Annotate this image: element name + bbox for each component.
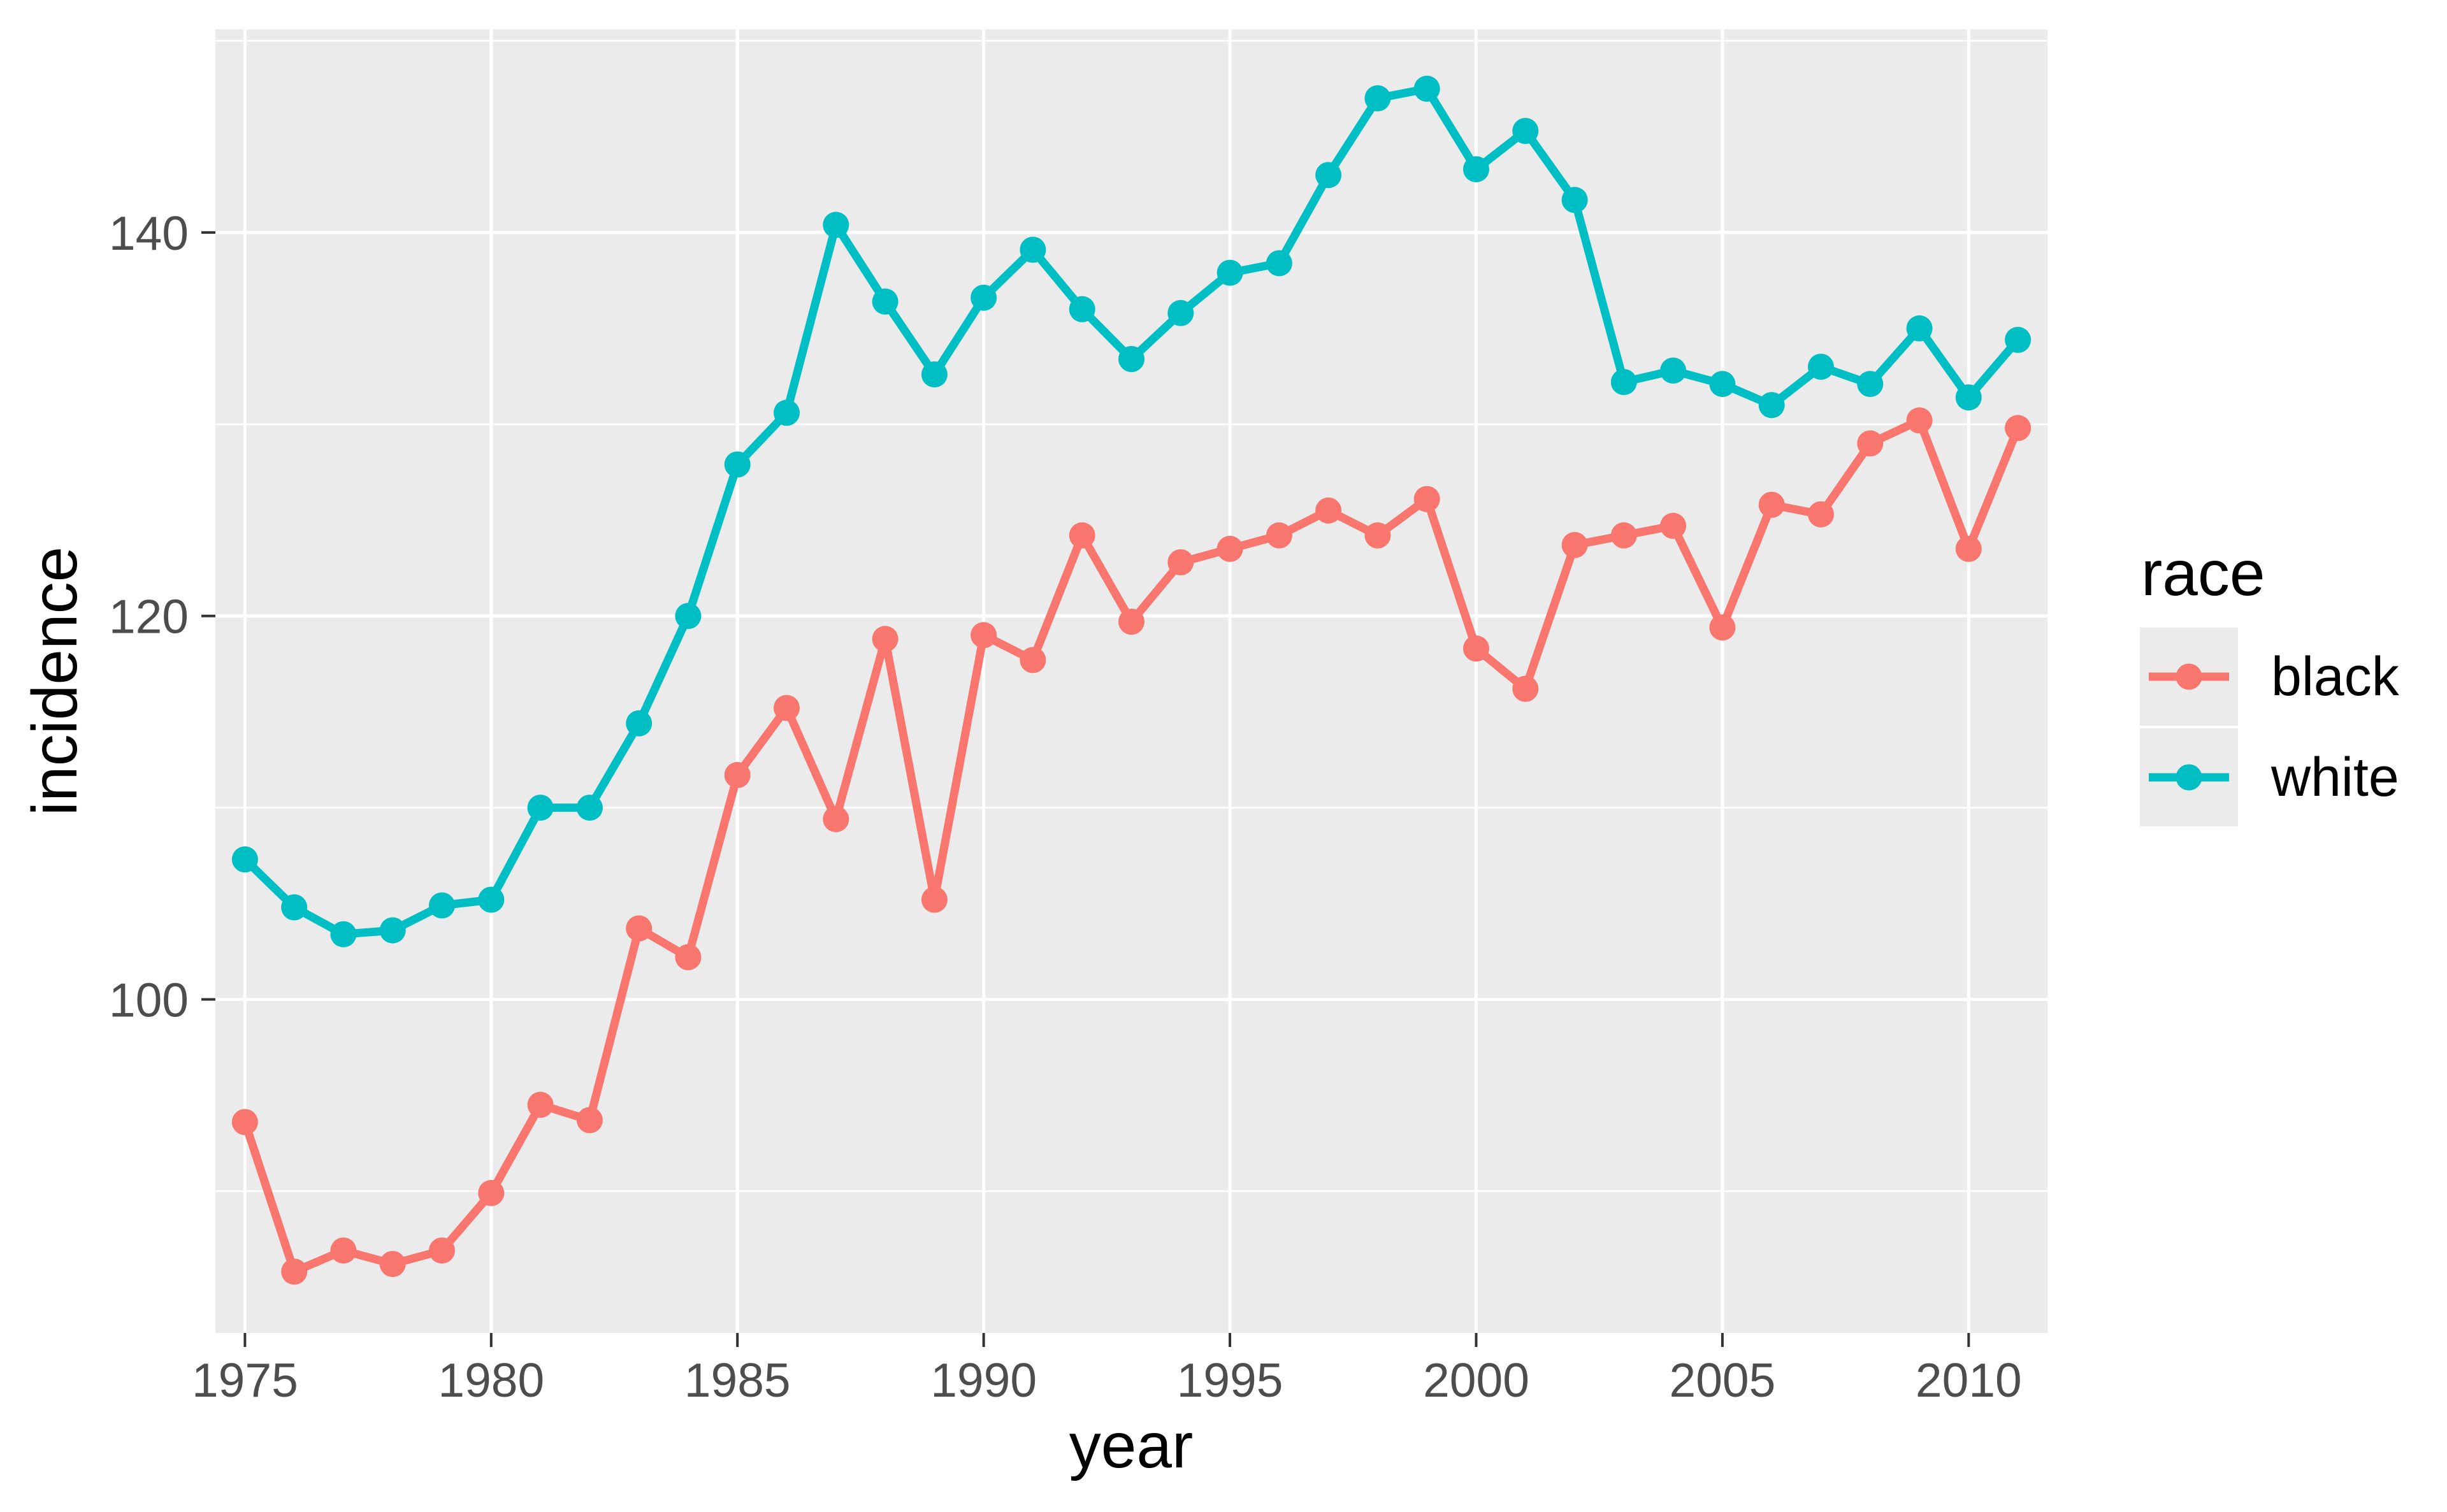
data-point [1610,369,1637,396]
x-tick-label: 1975 [192,1353,298,1407]
x-tick-label: 1995 [1177,1353,1283,1407]
data-point [1808,501,1834,528]
data-point [379,917,406,944]
data-point [1413,75,1440,102]
data-point [379,1251,406,1278]
x-tick-label: 1980 [438,1353,544,1407]
data-point [1660,357,1687,384]
x-tick-label: 2010 [1916,1353,2022,1407]
data-point [478,886,505,913]
data-point [1561,531,1588,558]
data-point [1463,635,1489,662]
data-point [1955,384,1982,411]
data-point [1118,346,1144,372]
data-point [1709,371,1736,398]
data-point [1413,486,1440,512]
axis-ticks [201,231,1970,1347]
data-point [626,915,653,942]
x-tick-label: 2000 [1423,1353,1529,1407]
y-tick-label: 140 [109,206,189,260]
x-tick-labels: 1975 1980 1985 1990 1995 2000 2005 2010 [192,1353,2022,1407]
data-point [1857,430,1884,457]
data-point [1758,491,1785,518]
data-point [1758,392,1785,419]
data-point [1315,162,1342,189]
data-point [1020,647,1046,673]
data-point [1167,299,1194,326]
data-point [626,710,653,737]
data-point [1709,614,1736,641]
data-point [1069,522,1095,549]
data-point [2005,326,2032,353]
data-point [1463,156,1489,183]
chart-layer: 1975 1980 1985 1990 1995 2000 2005 2010 100 120 14… [109,29,2047,1407]
y-minor-gridlines [215,40,2047,1192]
data-point [281,894,308,921]
data-point [478,1179,505,1206]
data-point [330,1237,357,1264]
y-tick-label: 120 [109,590,189,644]
data-point [724,761,751,788]
data-point [1364,522,1391,549]
x-major-gridlines [243,29,1970,1333]
x-axis-title: year [1069,1410,1194,1481]
data-point [971,622,997,649]
data-point [823,806,849,833]
data-point [1216,535,1243,562]
data-point [724,451,751,478]
data-point [1315,497,1342,524]
data-point [429,1237,455,1264]
data-point [774,400,800,426]
data-point [576,795,603,821]
data-point [1906,315,1933,342]
data-point [1808,354,1834,380]
data-point [231,1109,258,1135]
data-point [971,284,997,311]
data-point [675,603,702,630]
data-point [1266,522,1292,549]
data-point [1857,371,1884,398]
y-tick-label: 100 [109,973,189,1026]
data-point [675,944,702,970]
data-point [2005,415,2032,442]
data-point [330,921,357,947]
data-point [527,1091,554,1118]
data-point [872,288,899,315]
data-point [527,795,554,821]
data-point [1364,85,1391,112]
data-point [872,626,899,652]
x-tick-label: 2005 [1669,1353,1775,1407]
plot-panel [215,29,2047,1333]
data-point [1512,675,1539,702]
series-points-white [231,75,2032,947]
data-point [429,892,455,919]
data-point [281,1258,308,1285]
y-tick-labels: 100 120 140 [109,206,189,1027]
data-point [921,886,948,913]
data-point [1069,296,1095,322]
data-point [774,695,800,721]
data-point [1512,118,1539,144]
data-point [231,846,258,873]
data-point [1118,608,1144,635]
data-point [1216,259,1243,286]
y-axis-title: incidence [19,547,90,816]
series-points-black [231,407,2032,1285]
data-point [921,361,948,388]
data-point [1610,522,1637,549]
data-point [823,212,849,238]
x-tick-label: 1985 [684,1353,791,1407]
data-point [576,1107,603,1134]
data-point [1167,549,1194,575]
data-point [1660,512,1687,539]
data-point [1955,535,1982,562]
data-point [1561,187,1588,213]
data-point [1020,236,1046,263]
x-tick-label: 1990 [930,1353,1037,1407]
data-point [1906,407,1933,434]
data-point [1266,250,1292,277]
